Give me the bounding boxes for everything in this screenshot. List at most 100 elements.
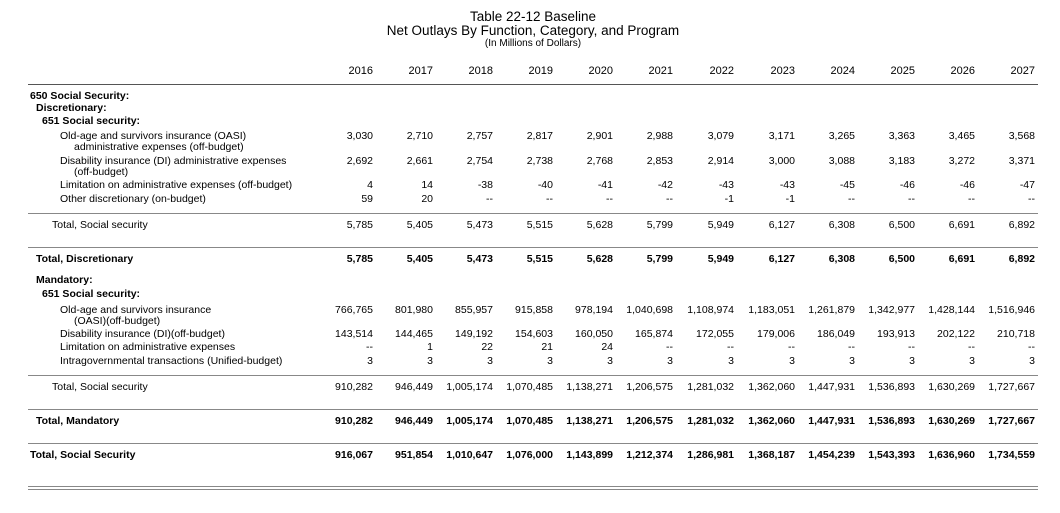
row-label: Disability insurance (DI)(off-budget) (60, 328, 225, 340)
subfunction-label: 651 Social security: (42, 288, 141, 300)
year-header-cell: 2021 (648, 65, 673, 77)
value-cell: 2,914 (707, 155, 734, 167)
value-cell: 978,194 (575, 304, 613, 316)
table-row: Total, Social security 5,785 5,405 5,473 5,5… (0, 219, 1060, 232)
value-cell: 5,799 (646, 219, 673, 231)
value-cell: 1,734,559 (988, 449, 1035, 461)
value-cell: 1,536,893 (868, 381, 915, 393)
value-cell: 3,465 (948, 130, 975, 142)
value-cell: 1,108,974 (687, 304, 734, 316)
value-cell: 1,070,485 (506, 415, 553, 427)
value-cell: 951,854 (395, 449, 433, 461)
table-row: Total, Social Security 916,067 951,854 1,01… (0, 449, 1060, 462)
value-cell: 6,500 (888, 253, 915, 265)
table-row: Disability insurance (DI) administrative… (0, 155, 1060, 168)
value-cell: 1,454,239 (808, 449, 855, 461)
value-cell: 210,718 (997, 328, 1035, 340)
row-label: Old-age and survivors insurance (60, 304, 212, 316)
value-cell: 3 (367, 355, 373, 367)
value-cell: 5,405 (406, 219, 433, 231)
row-label: Limitation on administrative expenses (o… (60, 179, 293, 191)
value-cell: 5,628 (586, 253, 613, 265)
value-cell: 915,858 (515, 304, 553, 316)
value-cell: -38 (477, 179, 493, 191)
function-heading: 650 Social Security: (0, 90, 1060, 103)
year-header-cell: 2020 (588, 65, 613, 77)
value-cell: 1,040,698 (626, 304, 673, 316)
value-cell: 1,447,931 (808, 381, 855, 393)
value-cell: 3 (667, 355, 673, 367)
value-cell: 3 (969, 355, 975, 367)
value-cell: 6,127 (768, 219, 795, 231)
value-cell: 2,661 (406, 155, 433, 167)
value-cell: 5,473 (466, 219, 493, 231)
value-cell: 3,079 (707, 130, 734, 142)
value-cell: 1,010,647 (446, 449, 493, 461)
value-cell: -43 (779, 179, 795, 191)
value-cell: 4 (367, 179, 373, 191)
value-cell: -- (968, 341, 975, 353)
year-header-cell: 2019 (528, 65, 553, 77)
value-cell: 2,853 (646, 155, 673, 167)
section-rule (28, 213, 1038, 214)
row-label: Total, Mandatory (36, 415, 120, 427)
value-cell: -- (1028, 341, 1035, 353)
section-rule (28, 247, 1038, 248)
value-cell: 2,988 (646, 130, 673, 142)
value-cell: 1,368,187 (748, 449, 795, 461)
value-cell: 5,628 (586, 219, 613, 231)
value-cell: 1,183,051 (748, 304, 795, 316)
value-cell: 3 (909, 355, 915, 367)
value-cell: 179,006 (757, 328, 795, 340)
value-cell: 1,206,575 (626, 381, 673, 393)
table-row: Old-age and survivors insurance (OASI) 3,… (0, 130, 1060, 143)
value-cell: -42 (657, 179, 673, 191)
value-cell: 186,049 (817, 328, 855, 340)
value-cell: 2,901 (586, 130, 613, 142)
value-cell: 1,143,899 (566, 449, 613, 461)
value-cell: -- (366, 341, 373, 353)
value-cell: 5,405 (406, 253, 433, 265)
row-label: Total, Social security (52, 381, 148, 393)
value-cell: 1,362,060 (748, 415, 795, 427)
value-cell: 1,070,485 (506, 381, 553, 393)
section-rule (28, 409, 1038, 410)
value-cell: 2,710 (406, 130, 433, 142)
value-cell: -- (968, 193, 975, 205)
table-row: Total, Social security 910,282 946,449 1,00… (0, 381, 1060, 394)
value-cell: 1,630,269 (928, 415, 975, 427)
table-row: Total, Discretionary 5,785 5,405 5,473 5,515… (0, 253, 1060, 266)
value-cell: 1,342,977 (868, 304, 915, 316)
value-cell: -- (546, 193, 553, 205)
value-cell: 3,371 (1008, 155, 1035, 167)
value-cell: 946,449 (395, 381, 433, 393)
value-cell: 160,050 (575, 328, 613, 340)
section-rule (28, 443, 1038, 444)
value-cell: 5,949 (707, 253, 734, 265)
value-cell: 1,727,667 (988, 415, 1035, 427)
value-cell: 149,192 (455, 328, 493, 340)
value-cell: -41 (597, 179, 613, 191)
value-cell: 3 (849, 355, 855, 367)
value-cell: 2,768 (586, 155, 613, 167)
value-cell: -- (666, 193, 673, 205)
value-cell: 1,281,032 (687, 415, 734, 427)
value-cell: 143,514 (335, 328, 373, 340)
value-cell: 1,428,144 (928, 304, 975, 316)
row-label: Intragovernmental transactions (Unified-… (60, 355, 283, 367)
value-cell: -1 (785, 193, 795, 205)
year-header-cell: 2027 (1010, 65, 1035, 77)
value-cell: 1,630,269 (928, 381, 975, 393)
value-cell: 165,874 (635, 328, 673, 340)
value-cell: 6,691 (948, 219, 975, 231)
value-cell: -46 (899, 179, 915, 191)
value-cell: 2,754 (466, 155, 493, 167)
value-cell: -- (666, 341, 673, 353)
value-cell: 22 (481, 341, 493, 353)
value-cell: 3,183 (888, 155, 915, 167)
value-cell: 1,212,374 (626, 449, 673, 461)
value-cell: -46 (959, 179, 975, 191)
section-rule (28, 375, 1038, 376)
value-cell: 1 (427, 341, 433, 353)
value-cell: 1,138,271 (566, 381, 613, 393)
